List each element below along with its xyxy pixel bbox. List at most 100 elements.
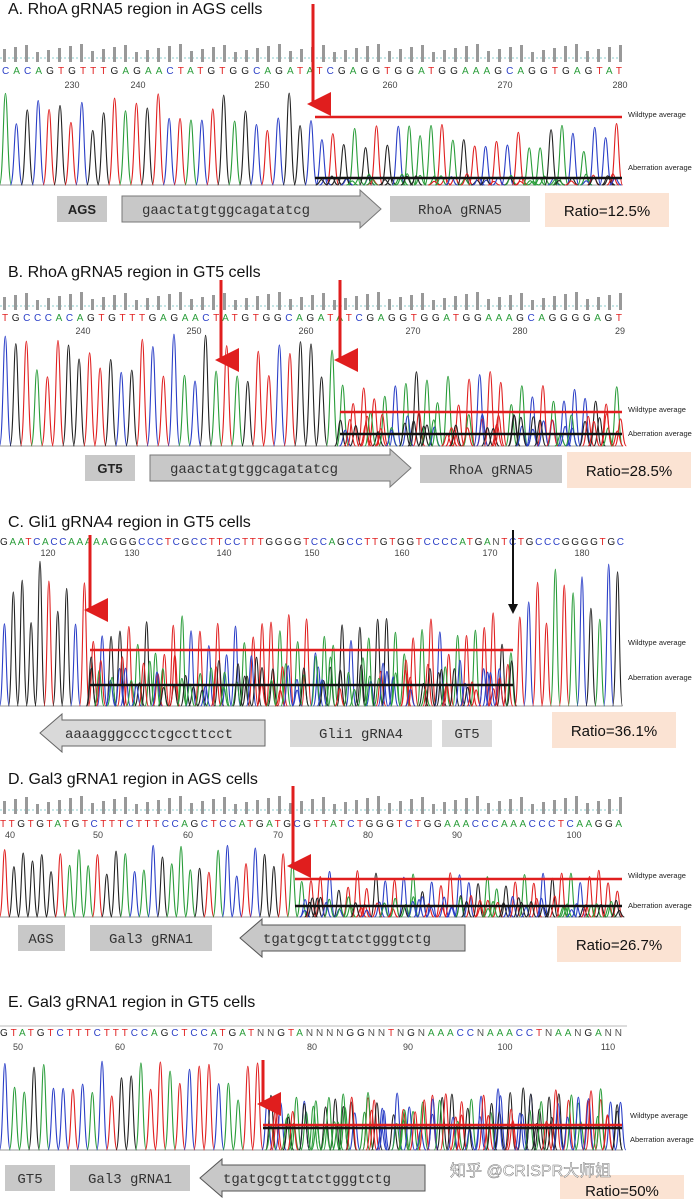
trace-peak — [304, 120, 318, 186]
base-letter: C — [294, 819, 301, 830]
base-letter: G — [388, 313, 396, 324]
base-letter: C — [433, 537, 440, 548]
trace-peak — [301, 618, 312, 707]
ratio-box — [567, 452, 691, 488]
trace-peak — [380, 144, 394, 186]
trace-peak — [589, 400, 602, 447]
position-tick-label: 150 — [304, 548, 319, 558]
base-letter: G — [463, 313, 471, 324]
position-tick-label: 170 — [482, 548, 497, 558]
base-letter: A — [462, 66, 469, 77]
base-letter: T — [153, 819, 159, 830]
trace-peak — [203, 871, 215, 918]
base-letter: T — [82, 819, 88, 830]
base-letter: A — [496, 313, 503, 324]
trace-peak — [267, 668, 279, 707]
trace-peak — [335, 907, 346, 918]
base-letter: A — [287, 66, 294, 77]
base-letter: A — [145, 66, 152, 77]
base-letter: T — [388, 1028, 394, 1039]
trace-peak — [482, 1115, 495, 1151]
trace-peak — [494, 1095, 507, 1151]
base-letter: G — [438, 66, 446, 77]
base-letter: G — [540, 66, 548, 77]
base-letter: G — [357, 1028, 365, 1039]
trace-peak — [361, 909, 372, 918]
trace-peak — [487, 180, 500, 186]
base-letter: G — [129, 537, 137, 548]
panel-title: A. RhoA gRNA5 region in AGS cells — [8, 1, 262, 18]
base-letter: G — [12, 313, 20, 324]
base-letter: N — [477, 1028, 484, 1039]
panel-title: B. RhoA gRNA5 region in GT5 cells — [8, 264, 261, 281]
trace-peak — [180, 675, 192, 707]
base-letter: T — [248, 1028, 254, 1039]
base-letter: G — [277, 1028, 285, 1039]
trace-peak — [504, 174, 518, 186]
trace-peak — [97, 112, 111, 186]
base-letter: T — [275, 819, 281, 830]
trace-peak — [362, 173, 376, 186]
base-letter: C — [191, 537, 198, 548]
trace-peak — [567, 592, 579, 707]
trace-peak — [492, 1088, 504, 1151]
trace-peak — [256, 623, 268, 707]
trace-peak — [389, 897, 401, 918]
base-letter: C — [450, 537, 457, 548]
base-letter: T — [120, 313, 126, 324]
base-letter: C — [529, 819, 536, 830]
trace-peak — [416, 1101, 429, 1151]
trace-peak — [561, 1116, 574, 1151]
trace-peak — [298, 667, 310, 707]
trace-peak — [231, 875, 243, 918]
base-letter: T — [536, 1028, 542, 1039]
trace-peak — [601, 1115, 614, 1151]
base-letter: T — [136, 819, 142, 830]
base-letter: T — [558, 819, 564, 830]
trace-peak — [435, 124, 449, 186]
base-letter: T — [25, 537, 31, 548]
base-letter: A — [594, 313, 601, 324]
trace-peak — [494, 381, 508, 447]
base-letter: G — [275, 537, 283, 548]
base-letter: G — [346, 1028, 354, 1039]
position-tick-label: 70 — [273, 830, 283, 840]
trace-peak — [465, 1098, 478, 1151]
trace-peak — [125, 369, 139, 447]
trace-peak — [489, 140, 504, 186]
trace-peak — [8, 1086, 21, 1151]
trace-peak — [398, 422, 412, 447]
base-letter: C — [23, 313, 30, 324]
base-letter: N — [306, 1028, 313, 1039]
base-letter: N — [545, 1028, 552, 1039]
trace-peak — [311, 897, 323, 918]
trace-peak — [164, 1070, 176, 1151]
trace-peak — [212, 1083, 225, 1151]
trace-peak — [540, 1120, 553, 1151]
trace-peak — [359, 903, 371, 918]
trace-peak — [34, 560, 46, 707]
trace-peak — [93, 367, 107, 447]
panel-title: E. Gal3 gRNA1 region in GT5 cells — [8, 994, 255, 1011]
trace-peak — [0, 1062, 11, 1151]
base-letter: G — [0, 537, 8, 548]
base-letter: G — [36, 819, 44, 830]
trace-peak — [374, 428, 387, 447]
base-letter: T — [242, 537, 248, 548]
trace-peak — [369, 125, 384, 186]
trace-peak — [175, 845, 187, 918]
base-letter: A — [459, 537, 466, 548]
base-letter: C — [131, 1028, 138, 1039]
base-letter: G — [133, 66, 141, 77]
trace-peak — [452, 634, 464, 707]
base-letter: N — [368, 1028, 375, 1039]
base-letter: G — [149, 313, 157, 324]
trace-peak — [262, 374, 276, 447]
base-letter: T — [552, 66, 558, 77]
position-tick-label: 140 — [216, 548, 231, 558]
base-letter: C — [229, 819, 236, 830]
trace-peak — [537, 872, 549, 918]
base-letter: G — [229, 1028, 237, 1039]
base-letter: A — [517, 66, 524, 77]
